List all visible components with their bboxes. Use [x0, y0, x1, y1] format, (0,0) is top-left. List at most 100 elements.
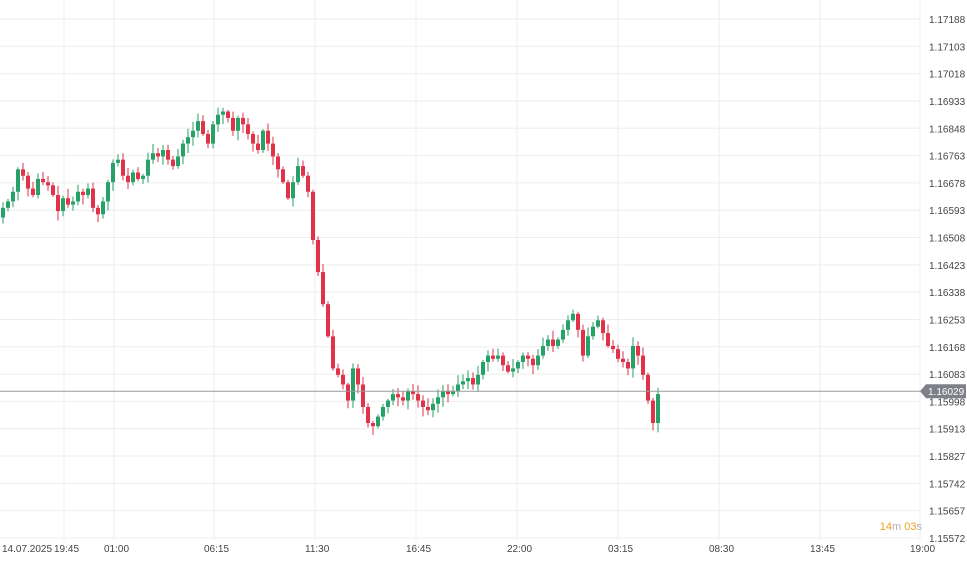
- candle-body[interactable]: [346, 384, 350, 401]
- candle-body[interactable]: [526, 355, 530, 359]
- candle-body[interactable]: [521, 355, 525, 363]
- candle-body[interactable]: [56, 194, 60, 212]
- candle-body[interactable]: [651, 400, 655, 424]
- candle-body[interactable]: [136, 172, 140, 179]
- candle-body[interactable]: [456, 384, 460, 391]
- candle-body[interactable]: [551, 339, 555, 346]
- candle-body[interactable]: [61, 198, 65, 212]
- candle-body[interactable]: [496, 355, 500, 359]
- candle-body[interactable]: [296, 166, 300, 183]
- candle-body[interactable]: [31, 188, 35, 195]
- candle-body[interactable]: [316, 239, 320, 273]
- candle-body[interactable]: [326, 304, 330, 337]
- candle-body[interactable]: [371, 423, 375, 427]
- candle-body[interactable]: [206, 133, 210, 144]
- candle-body[interactable]: [176, 156, 180, 167]
- candle-body[interactable]: [611, 345, 615, 350]
- candle-body[interactable]: [281, 169, 285, 183]
- candle-body[interactable]: [171, 159, 175, 167]
- candle-body[interactable]: [86, 188, 90, 195]
- candle-body[interactable]: [216, 114, 220, 125]
- candle-body[interactable]: [91, 188, 95, 208]
- candle-body[interactable]: [586, 336, 590, 356]
- candle-body[interactable]: [201, 121, 205, 134]
- candle-body[interactable]: [396, 394, 400, 398]
- candle-body[interactable]: [106, 182, 110, 202]
- candle-body[interactable]: [126, 175, 130, 183]
- candle-body[interactable]: [41, 178, 45, 183]
- candle-body[interactable]: [631, 345, 635, 369]
- candle-body[interactable]: [541, 345, 545, 356]
- candle-body[interactable]: [376, 416, 380, 427]
- candle-body[interactable]: [246, 124, 250, 134]
- candle-body[interactable]: [591, 326, 595, 337]
- candle-body[interactable]: [546, 339, 550, 346]
- candle-body[interactable]: [76, 191, 80, 202]
- candle-body[interactable]: [286, 182, 290, 199]
- candle-body[interactable]: [356, 368, 360, 385]
- candle-body[interactable]: [401, 397, 405, 401]
- candle-body[interactable]: [306, 175, 310, 192]
- candle-body[interactable]: [36, 178, 40, 195]
- candle-body[interactable]: [116, 159, 120, 163]
- candle-body[interactable]: [16, 169, 20, 192]
- candle-body[interactable]: [511, 368, 515, 372]
- candle-body[interactable]: [251, 133, 255, 144]
- candle-body[interactable]: [211, 124, 215, 144]
- candle-body[interactable]: [421, 400, 425, 407]
- candle-body[interactable]: [561, 329, 565, 340]
- candle-body[interactable]: [481, 362, 485, 375]
- candle-body[interactable]: [436, 397, 440, 404]
- candle-body[interactable]: [161, 150, 165, 157]
- candle-body[interactable]: [501, 355, 505, 366]
- candle-body[interactable]: [411, 390, 415, 395]
- candle-body[interactable]: [221, 111, 225, 115]
- candle-body[interactable]: [266, 130, 270, 144]
- candle-body[interactable]: [466, 378, 470, 382]
- candle-body[interactable]: [196, 121, 200, 131]
- price-axis[interactable]: 1.17188 1.17103 1.17018 1.16933 1.16848 1.167…: [929, 15, 966, 545]
- candle-body[interactable]: [151, 153, 155, 160]
- candle-body[interactable]: [386, 400, 390, 407]
- candle-body[interactable]: [351, 368, 355, 401]
- candle-body[interactable]: [431, 403, 435, 411]
- candle-body[interactable]: [506, 365, 510, 372]
- candle-body[interactable]: [341, 374, 345, 385]
- candle-body[interactable]: [131, 172, 135, 183]
- candle-body[interactable]: [641, 355, 645, 375]
- candle-body[interactable]: [71, 201, 75, 205]
- candle-body[interactable]: [301, 166, 305, 176]
- candle-body[interactable]: [571, 313, 575, 321]
- candle-body[interactable]: [311, 191, 315, 240]
- candle-body[interactable]: [621, 358, 625, 363]
- candle-body[interactable]: [361, 384, 365, 407]
- candle-body[interactable]: [271, 143, 275, 157]
- candle-body[interactable]: [146, 159, 150, 176]
- candle-body[interactable]: [331, 336, 335, 369]
- candle-body[interactable]: [101, 201, 105, 215]
- candle-body[interactable]: [81, 191, 85, 195]
- candle-body[interactable]: [606, 333, 610, 346]
- candle-body[interactable]: [261, 130, 265, 151]
- candle-body[interactable]: [321, 272, 325, 305]
- candle-body[interactable]: [451, 390, 455, 395]
- candle-body[interactable]: [536, 355, 540, 366]
- candle-body[interactable]: [516, 362, 520, 369]
- candle-body[interactable]: [486, 355, 490, 363]
- candle-body[interactable]: [426, 406, 430, 411]
- candle-body[interactable]: [531, 358, 535, 366]
- candle-body[interactable]: [156, 153, 160, 157]
- candle-body[interactable]: [241, 117, 245, 125]
- candle-body[interactable]: [291, 182, 295, 199]
- candle-body[interactable]: [166, 150, 170, 160]
- candle-body[interactable]: [236, 117, 240, 131]
- candle-body[interactable]: [381, 406, 385, 417]
- candle-body[interactable]: [11, 191, 15, 202]
- candle-body[interactable]: [416, 394, 420, 401]
- time-axis[interactable]: 14.07.2025 19:45 01:00 06:15 11:30 16:45 22:00…: [2, 544, 935, 555]
- candle-body[interactable]: [186, 137, 190, 144]
- candle-body[interactable]: [256, 143, 260, 151]
- candle-body[interactable]: [366, 406, 370, 424]
- candle-body[interactable]: [646, 374, 650, 401]
- candle-body[interactable]: [226, 111, 230, 118]
